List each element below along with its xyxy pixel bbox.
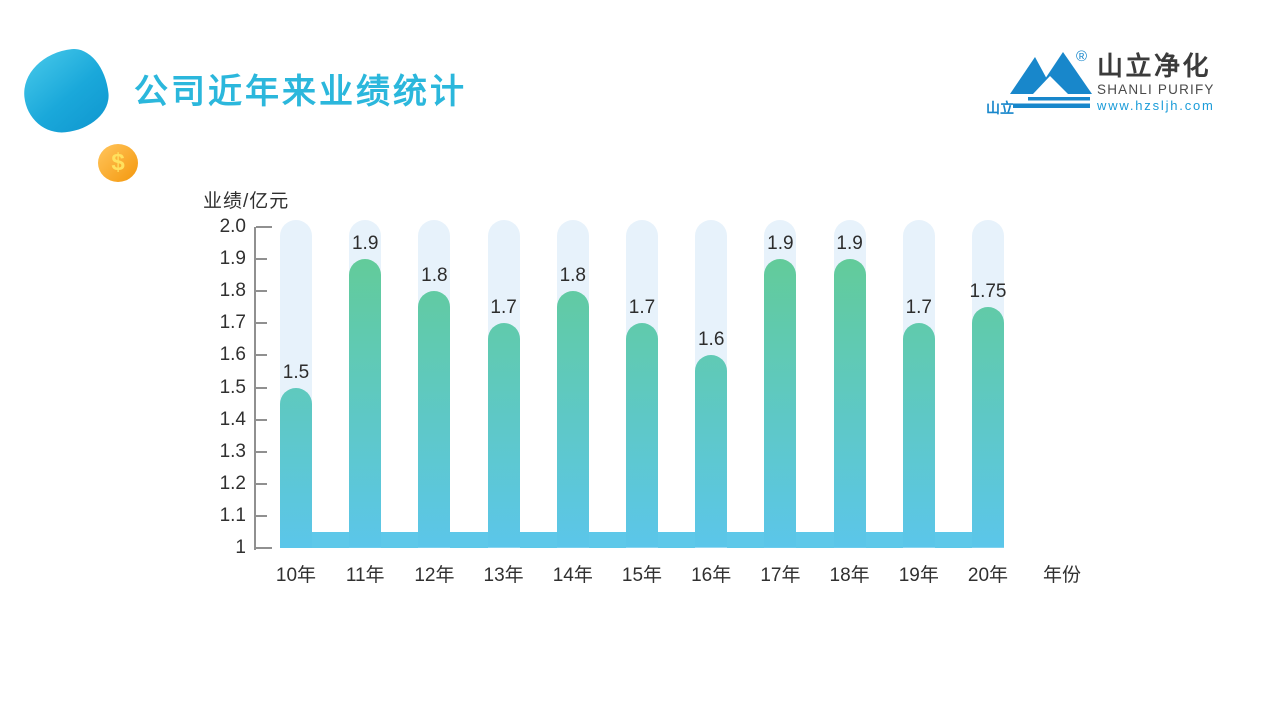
- registered-trademark: ®: [1076, 48, 1087, 65]
- coin-icon: $: [98, 144, 138, 182]
- y-tick: [256, 418, 267, 421]
- y-tick: [256, 322, 267, 325]
- y-tick: [256, 226, 272, 228]
- bar-value-label: 1.9: [351, 233, 379, 255]
- y-tick: [256, 482, 267, 485]
- bar-fill: [418, 291, 451, 548]
- y-axis-line: [254, 227, 256, 550]
- x-tick-label: 11年: [345, 565, 385, 586]
- bar-fill: [764, 259, 797, 548]
- y-tick-label: 1.3: [219, 440, 246, 462]
- x-axis-title: 年份: [1042, 565, 1081, 586]
- page-title: 公司近年来业绩统计: [134, 73, 467, 111]
- y-tick: [256, 547, 272, 549]
- logo-name-cn: 山立净化: [1097, 51, 1212, 81]
- logo-text-block: 山立净化 SHANLI PURIFY www.hzsljh.com: [1097, 51, 1215, 113]
- bar-fill: [902, 323, 935, 548]
- x-tick-label: 15年: [621, 565, 663, 586]
- bar-fill: [556, 291, 589, 548]
- x-tick-label: 19年: [898, 565, 939, 586]
- bar-fill: [349, 259, 382, 548]
- y-tick-label: 1.5: [219, 376, 246, 398]
- x-tick-label: 20年: [967, 565, 1009, 586]
- mountain-logo-icon: ® 山立: [986, 48, 1092, 116]
- y-axis-title: 业绩/亿元: [203, 191, 290, 212]
- y-tick-label: 1.1: [219, 504, 246, 526]
- y-tick: [256, 258, 267, 261]
- company-logo: ® 山立 山立净化 SHANLI PURIFY www.hzsljh.com: [983, 42, 1280, 122]
- y-tick: [256, 386, 267, 389]
- x-tick-label: 13年: [483, 565, 524, 586]
- bar-fill: [695, 355, 728, 548]
- bar-fill: [972, 307, 1004, 548]
- bar-value-label: 1.7: [905, 297, 932, 319]
- x-tick-label: 10年: [275, 565, 317, 586]
- bar-value-label: 1.9: [767, 233, 794, 255]
- x-tick-label: 16年: [691, 565, 732, 586]
- bar-value-label: 1.7: [628, 297, 656, 319]
- y-tick: [256, 450, 267, 453]
- x-tick-label: 18年: [829, 565, 870, 586]
- x-tick-label: 12年: [414, 565, 455, 586]
- bar-fill: [487, 323, 520, 548]
- bar-value-label: 1.75: [969, 281, 1007, 303]
- dollar-symbol: $: [111, 149, 125, 176]
- logo-mark-label: 山立: [986, 100, 1014, 116]
- y-tick-label: 1.8: [219, 280, 246, 302]
- bar-value-label: 1.8: [421, 265, 448, 287]
- bar-value-label: 1.8: [559, 265, 586, 287]
- y-tick: [256, 514, 267, 517]
- y-tick-label: 2.0: [219, 216, 246, 237]
- bar-value-label: 1.6: [697, 329, 725, 351]
- y-tick-label: 1.2: [219, 472, 246, 494]
- bar-fill: [833, 259, 866, 548]
- y-tick: [256, 354, 267, 357]
- y-tick-label: 1.6: [219, 344, 246, 366]
- x-tick-label: 17年: [760, 565, 801, 586]
- logo-website: www.hzsljh.com: [1097, 98, 1215, 113]
- y-tick: [256, 290, 267, 293]
- y-tick-label: 1.4: [219, 408, 246, 430]
- bar-value-label: 1.9: [836, 233, 863, 255]
- bar-value-label: 1.5: [282, 361, 310, 383]
- y-tick-label: 1.9: [219, 248, 246, 270]
- y-tick-label: 1.7: [219, 312, 246, 334]
- bar-fill: [280, 387, 312, 548]
- bar-fill: [626, 323, 658, 548]
- x-tick-label: 14年: [552, 565, 593, 586]
- logo-name-en: SHANLI PURIFY: [1097, 82, 1215, 97]
- y-tick-label: 1: [235, 537, 246, 558]
- bar-value-label: 1.7: [490, 297, 517, 319]
